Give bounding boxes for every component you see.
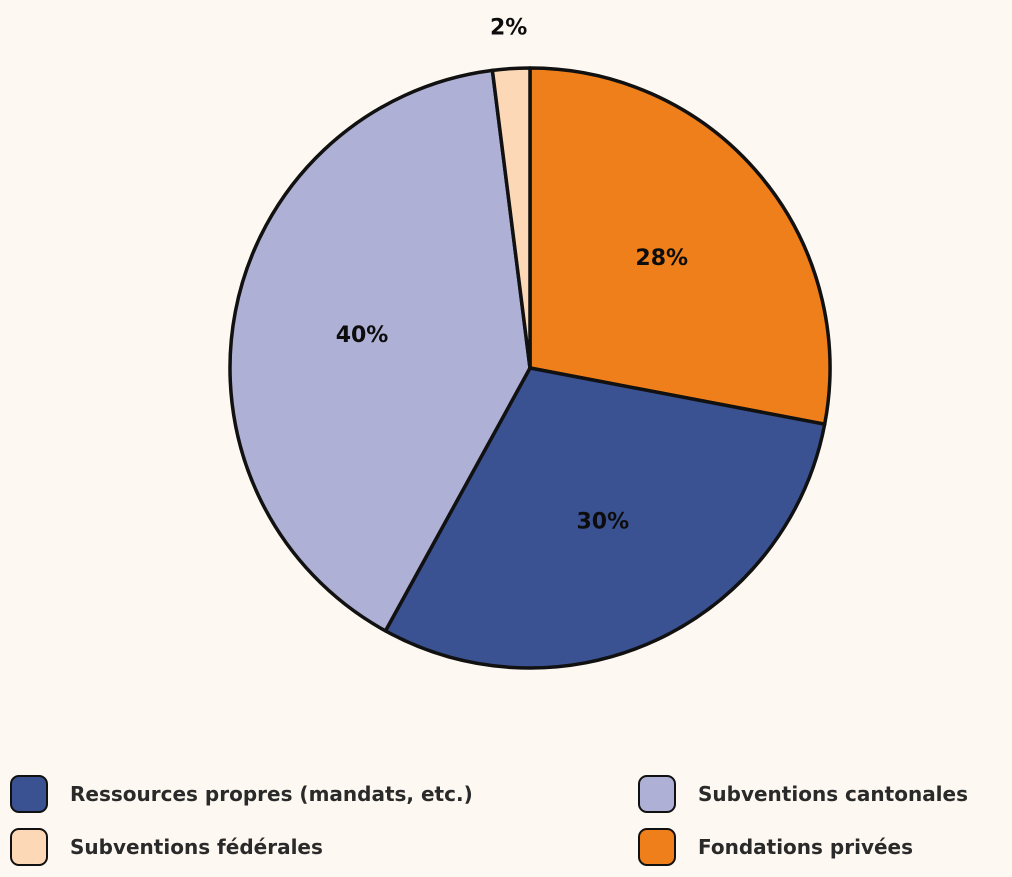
pie-chart: 28% 30% 40% 2% [228, 16, 832, 670]
legend-swatch-subventions-federales [10, 828, 48, 866]
pie-slice-fondations-privees [528, 66, 832, 426]
pie-label-ressources-propres-mandats-etc: 30% [576, 510, 629, 535]
pie-label-subventions-federales: 2% [490, 16, 527, 41]
legend-item-fondations-privees: Fondations privées [638, 827, 913, 867]
pie-slice-ressources-propres-mandats-etc [383, 366, 827, 670]
pie-slice-labels: 28% 30% 40% 2% [336, 16, 688, 535]
legend-swatch-subventions-cantonales [638, 775, 676, 813]
legend-swatch-fondations-privees [638, 828, 676, 866]
legend-label-ressources-propres: Ressources propres (mandats, etc.) [70, 782, 473, 806]
legend-label-subventions-cantonales: Subventions cantonales [698, 782, 969, 806]
legend-item-subventions-federales: Subventions fédérales [10, 827, 323, 867]
legend-item-subventions-cantonales: Subventions cantonales [638, 774, 968, 814]
legend-swatch-ressources-propres [10, 775, 48, 813]
legend-label-subventions-federales: Subventions fédérales [70, 835, 323, 859]
pie-label-subventions-cantonales: 40% [336, 323, 389, 348]
legend-item-ressources-propres: Ressources propres (mandats, etc.) [10, 774, 473, 814]
legend-label-fondations-privees: Fondations privées [698, 835, 914, 859]
pie-slice-subventions-federales [490, 66, 532, 370]
pie-slice-subventions-cantonales [228, 68, 532, 633]
pie-label-fondations-privees: 28% [635, 246, 688, 271]
pie-slices [228, 66, 832, 670]
